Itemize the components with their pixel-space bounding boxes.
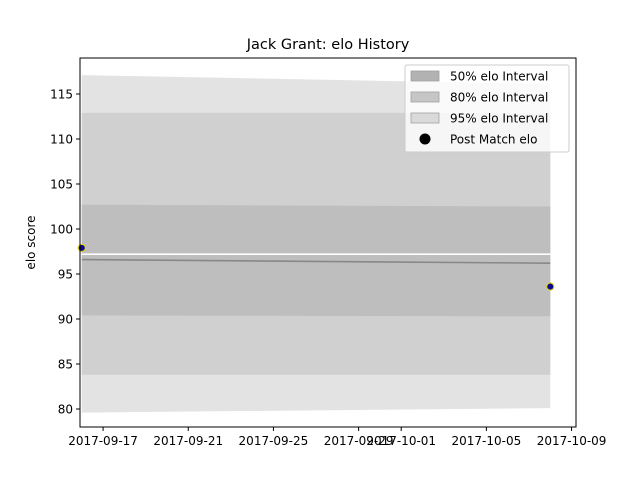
y-tick-label: 85 — [58, 358, 73, 372]
y-tick-label: 105 — [50, 178, 73, 192]
band-50-percent — [81, 204, 551, 317]
y-tick-label: 100 — [50, 223, 73, 237]
post-match-point — [546, 282, 555, 291]
x-tick-label: 2017-10-01 — [366, 434, 436, 448]
legend-label: 50% elo Interval — [450, 70, 548, 84]
post-match-point — [77, 243, 86, 253]
y-tick-label: 80 — [58, 403, 73, 417]
interval-bands — [81, 75, 551, 413]
legend-swatch — [410, 91, 440, 103]
legend-swatch — [410, 112, 440, 124]
chart-title: Jack Grant: elo History — [246, 37, 410, 53]
legend-swatch — [410, 70, 440, 82]
y-tick-label: 95 — [58, 268, 73, 282]
legend: 50% elo Interval 80% elo Interval 95% elo … — [404, 64, 570, 153]
x-tick-label: 2017-09-25 — [239, 434, 309, 448]
elo-line-4 — [81, 258, 551, 264]
y-tick-label: 90 — [58, 313, 73, 327]
y-axis-label: elo score — [24, 215, 38, 269]
x-tick-label: 2017-10-09 — [537, 434, 607, 448]
y-tick-label: 115 — [50, 88, 73, 102]
x-tick-label: 2017-09-21 — [153, 434, 223, 448]
legend-label: 95% elo Interval — [450, 112, 548, 126]
y-tick-label: 110 — [50, 133, 73, 147]
x-tick-label: 2017-10-05 — [452, 434, 522, 448]
legend-label: 80% elo Interval — [450, 91, 548, 105]
legend-label: Post Match elo — [450, 133, 537, 147]
legend-box — [404, 64, 570, 153]
elo-lines — [81, 253, 551, 264]
y-axis-ticks: 80 85 90 95 100 105 110 115 — [50, 88, 80, 417]
x-tick-label: 2017-09-17 — [68, 434, 138, 448]
x-axis-ticks: 2017-09-17 2017-09-21 2017-09-25 2017-09-29… — [68, 427, 606, 448]
legend-marker — [419, 133, 431, 145]
x-tick-label: 2017-09-29 — [324, 434, 394, 448]
axes-frame — [79, 57, 577, 428]
